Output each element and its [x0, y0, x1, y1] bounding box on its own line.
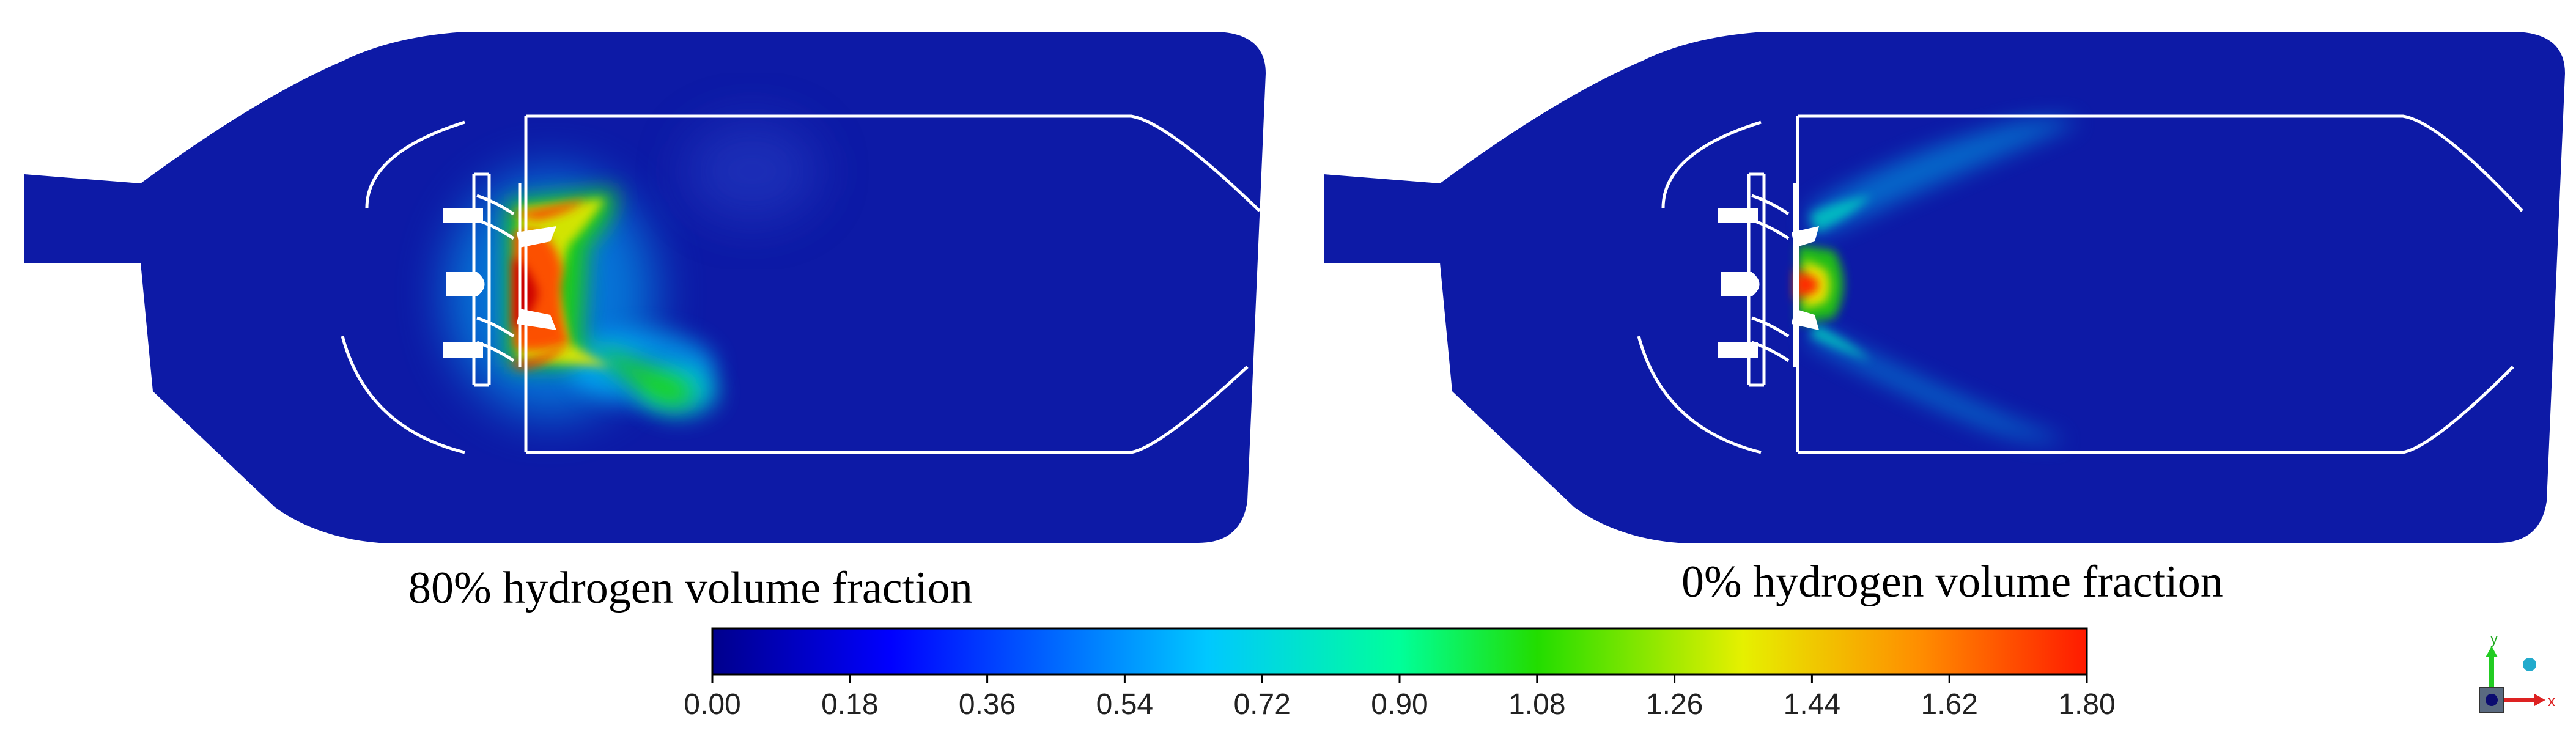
colorbar-tick-label: 0.18 — [821, 688, 879, 721]
colorbar-tick-label: 1.08 — [1508, 688, 1566, 721]
colorbar — [711, 627, 2088, 683]
left-liner-outline — [341, 114, 1261, 454]
colorbar-tick-label: 1.62 — [1921, 688, 1978, 721]
left-faint-plume — [685, 122, 819, 220]
right-hydrogen-plume — [1795, 119, 2079, 442]
y-axis-label: y — [2490, 631, 2498, 647]
colorbar-tick-label: 0.90 — [1371, 688, 1428, 721]
x-axis-label: x — [2548, 693, 2555, 710]
colorbar-gradient — [711, 627, 2088, 676]
caption-80-percent-hydrogen: 80% hydrogen volume fraction — [408, 563, 973, 613]
right-nozzle-solid — [1718, 208, 1819, 358]
right-field — [1795, 119, 2079, 442]
colorbar-tick-marks — [711, 674, 2088, 683]
left-nozzle-solid — [443, 208, 556, 358]
colorbar-tick-label: 0.54 — [1096, 688, 1154, 721]
right-panel — [1324, 32, 2565, 543]
caption-0-percent-hydrogen: 0% hydrogen volume fraction — [1681, 557, 2223, 607]
right-domain — [1324, 32, 2565, 543]
y-axis-arrowhead — [2486, 646, 2498, 657]
right-liner-outline — [1637, 114, 2523, 454]
triad-sphere — [2523, 658, 2536, 671]
colorbar-tick-label: 0.72 — [1233, 688, 1291, 721]
colorbar-tick-label: 0.00 — [684, 688, 741, 721]
triad-origin-dot — [2486, 694, 2498, 706]
axis-triad: y x — [2479, 631, 2555, 713]
colorbar-tick-label: 0.36 — [958, 688, 1016, 721]
left-panel — [24, 32, 1266, 543]
colorbar-tick-label: 1.80 — [2058, 688, 2116, 721]
colorbar-tick-label: 1.44 — [1783, 688, 1841, 721]
colorbar-tick-label: 1.26 — [1645, 688, 1703, 721]
x-axis-arrowhead — [2534, 694, 2545, 706]
